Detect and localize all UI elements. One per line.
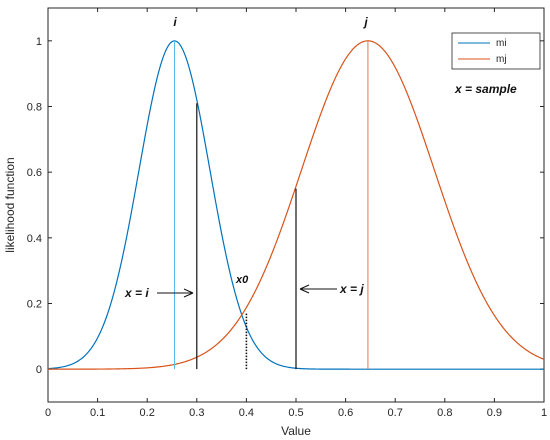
x-tick-label: 0.7 — [388, 407, 403, 419]
y-tick-label: 0.8 — [27, 102, 42, 114]
y-tick-label: 0 — [36, 364, 42, 376]
markers — [173, 40, 369, 370]
intersection-label: x0 — [235, 274, 249, 286]
axes: 0 0.1 0.2 0.3 0.4 0.5 0.6 0.7 0.8 0.9 1 0 0.2 0.4 0.6 0… — [27, 8, 547, 419]
y-tick-label: 0.2 — [27, 299, 42, 311]
arrow-to-j-head — [299, 284, 310, 294]
curve-mj — [48, 40, 545, 370]
legend-label-mi: mi — [496, 38, 507, 49]
x-tick-label: 1 — [541, 407, 547, 419]
x-tick-label: 0.1 — [90, 407, 105, 419]
x-tick-label: 0.8 — [437, 407, 452, 419]
y-tick-label: 1 — [36, 36, 42, 48]
peak-label-j: j — [362, 15, 368, 29]
y-tick-label: 0.6 — [27, 167, 42, 179]
x-tick-label: 0.9 — [487, 407, 502, 419]
x-tick-label: 0.4 — [239, 407, 254, 419]
x-tick-label: 0 — [45, 407, 51, 419]
peak-label-i: i — [173, 15, 177, 29]
legend: mi mj — [451, 32, 541, 70]
x-tick-label: 0.3 — [189, 407, 204, 419]
legend-box — [451, 32, 541, 70]
x-equals-i-annotation: x = i — [124, 286, 149, 300]
legend-label-mj: mj — [496, 54, 507, 65]
arrow-to-i-head — [183, 288, 194, 298]
x-equals-j-annotation: x = j — [339, 282, 364, 296]
x-tick-label: 0.2 — [140, 407, 155, 419]
y-tick-label: 0.4 — [27, 233, 42, 245]
y-axis-label: likelihood function — [3, 157, 17, 252]
x-tick-label: 0.6 — [338, 407, 353, 419]
x-tick-label: 0.5 — [288, 407, 303, 419]
x-sample-annotation: x = sample — [454, 82, 517, 96]
x-axis-label: Value — [281, 424, 311, 438]
